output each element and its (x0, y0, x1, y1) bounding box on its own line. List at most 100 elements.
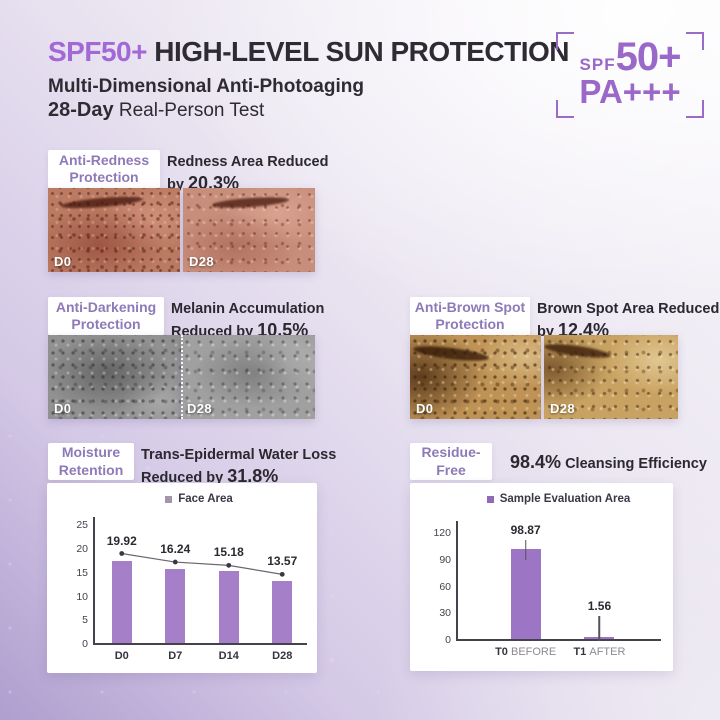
title-rest: HIGH-LEVEL SUN PROTECTION (146, 36, 570, 67)
headline-redness-line1: Redness Area Reduced (167, 154, 329, 170)
photo-tag-d28: D28 (187, 401, 213, 416)
category-rest: BEFORE (510, 646, 557, 658)
photo-brownspot-d28: D28 (544, 335, 678, 419)
page-title: SPF50+ HIGH-LEVEL SUN PROTECTION (48, 36, 570, 68)
axis-category-label: D14 (218, 650, 239, 662)
trend-marker (172, 559, 178, 565)
photo-redness-d28: D28 (183, 188, 315, 272)
category-strong: T0 (495, 646, 511, 658)
label-anti-redness-line2: Protection (69, 169, 139, 185)
subtitle-test-rest: Real-Person Test (113, 100, 265, 121)
photo-darkening-d28: D28 (181, 335, 315, 419)
chart-bar (272, 580, 293, 643)
legend-label: Sample Evaluation Area (499, 493, 631, 505)
legend-square-icon (165, 495, 173, 503)
error-bar (524, 539, 527, 561)
axis-tick-label: 15 (76, 566, 88, 579)
axis-category-label: D28 (272, 650, 293, 662)
axis-tick-label: 0 (82, 638, 88, 650)
data-point-label: 98.87 (510, 522, 541, 537)
axis-tick-label: 60 (439, 580, 451, 593)
chart-plot-area: 0 30 60 90 120 T0 BEFORE 98.87 T1 AFTER 1.56 (433, 521, 661, 658)
headline-moisture-value: 31.8% (227, 465, 279, 486)
photo-redness-d0: D0 (48, 188, 180, 272)
badge-spf50-line: SPF 50+ (556, 35, 704, 79)
badge-bracket-bottom-left (556, 100, 574, 118)
label-moisture-line1: Moisture (61, 444, 121, 461)
headline-moisture: Trans-Epidermal Water Loss Reduced by 31… (141, 446, 336, 488)
label-anti-redness-line1: Anti-Redness (58, 151, 150, 168)
data-point-label: 15.18 (213, 545, 244, 560)
category-rest: AFTER (589, 646, 626, 658)
error-bar (598, 616, 601, 641)
residue-chart-panel: Sample Evaluation Area 0 30 60 90 120 T0 BEFO… (410, 483, 673, 671)
photo-darkening-d0: D0 (48, 335, 181, 419)
axis-category-label: D7 (168, 650, 183, 662)
label-anti-darkening-line2: Protection (71, 316, 141, 332)
photo-divider-dotted (181, 335, 183, 419)
label-residue-free: Residue- Free (410, 443, 492, 480)
data-point-label: 1.56 (587, 599, 612, 614)
photo-tag-d0: D0 (54, 254, 72, 269)
badge-spf-text: SPF (579, 55, 616, 74)
headline-residue-value: 98.4% (510, 452, 562, 472)
badge-bracket-top-left (556, 32, 574, 50)
axis-tick-label: 30 (439, 607, 451, 620)
badge-bracket-top-right (686, 32, 704, 50)
photo-tag-d0: D0 (416, 401, 434, 416)
label-anti-darkening-line1: Anti-Darkening (55, 298, 157, 315)
chart-bar (165, 569, 186, 643)
spf-pa-badge: SPF 50+ PA+++ (556, 32, 704, 118)
axis-tick-label: 10 (76, 590, 88, 603)
data-point-label: 19.92 (106, 533, 137, 548)
headline-brownspot-line1: Brown Spot Area Reduced (537, 301, 720, 317)
axis-tick-label: 0 (445, 634, 451, 646)
photo-tag-d0: D0 (54, 401, 72, 416)
chart-plot-area: 0 5 10 15 20 25 D0 D7 D14 D28 19.92 16.24 15.18 13.57 (76, 517, 307, 662)
chart-bar (111, 561, 132, 643)
subtitle-antiphotoaging: Multi-Dimensional Anti-Photoaging (48, 76, 364, 97)
chart-legend: Sample Evaluation Area (456, 493, 661, 505)
axis-tick-label: 120 (433, 527, 451, 540)
trend-marker (226, 562, 232, 568)
axis-tick-label: 5 (82, 614, 88, 627)
label-moisture-retention: Moisture Retention (48, 443, 134, 480)
label-anti-brown-spot-line2: Protection (435, 316, 505, 332)
headline-residue-rest: Cleansing Efficiency (561, 456, 707, 472)
legend-square-icon (486, 495, 494, 503)
legend-label: Face Area (178, 493, 233, 505)
subtitle-28day: 28-Day (48, 99, 114, 121)
label-residue-line1: Residue- (421, 444, 481, 461)
title-spf-highlight: SPF50+ (48, 36, 147, 67)
headline-darkening-line1: Melanin Accumulation (171, 301, 325, 317)
trend-line (119, 551, 285, 577)
headline-moisture-line1: Trans-Epidermal Water Loss (141, 447, 337, 463)
photo-brownspot-d0: D0 (410, 335, 541, 419)
label-residue-line2: Free (436, 461, 466, 478)
subtitle-test: 28-Day Real-Person Test (48, 99, 264, 122)
axis-tick-label: 90 (439, 554, 451, 566)
chart-bar (510, 549, 541, 639)
trend-marker (119, 551, 125, 556)
data-point-label: 13.57 (267, 554, 298, 569)
category-strong: T1 (573, 646, 590, 658)
axis-category-label: T1 AFTER (573, 646, 625, 658)
axis-category-label: D0 (114, 650, 129, 662)
badge-pa-text: PA+++ (579, 73, 681, 110)
label-anti-brown-spot-line1: Anti-Brown Spot (414, 298, 526, 315)
photo-tag-d28: D28 (189, 254, 215, 269)
headline-moisture-prefix: Reduced by (141, 469, 228, 486)
label-moisture-line2: Retention (58, 461, 124, 478)
headline-darkening-value: 10.5% (257, 319, 309, 340)
label-anti-darkening: Anti-Darkening Protection (48, 297, 164, 335)
badge-bracket-bottom-right (686, 100, 704, 118)
axis-tick-label: 25 (76, 519, 88, 532)
axis-category-label: T0 BEFORE (495, 646, 556, 658)
photo-tag-d28: D28 (550, 401, 576, 416)
trend-marker (279, 571, 285, 577)
moisture-chart-panel: Face Area 0 5 10 15 20 25 D0 D7 D14 D28 19.92 16.24… (47, 483, 317, 673)
label-anti-redness: Anti-Redness Protection (48, 150, 160, 188)
axis-tick-label: 20 (76, 543, 88, 556)
badge-50plus-text: 50+ (615, 35, 682, 79)
